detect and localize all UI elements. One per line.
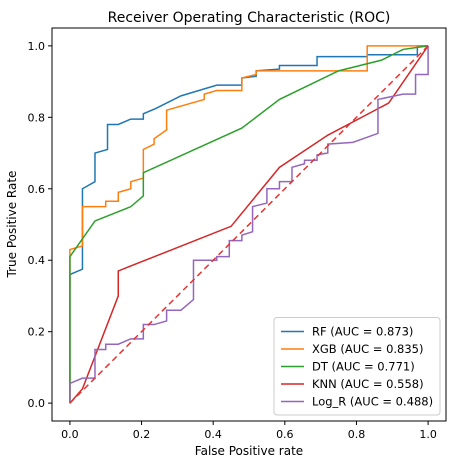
chart-title: Receiver Operating Characteristic (ROC) [108,10,391,26]
y-axis: 0.0 0.2 0.4 0.6 0.8 1.0 [28,40,52,410]
y-tick-label: 0.6 [28,183,46,196]
x-tick-label: 0.2 [133,428,151,441]
y-tick-label: 0.2 [28,326,46,339]
x-tick-label: 0.8 [348,428,366,441]
x-axis-label: False Positive rate [195,444,303,458]
y-tick-label: 0.4 [28,254,46,267]
legend-label: Log_R (AUC = 0.488) [312,395,433,409]
reference-diagonal-line [69,45,429,404]
legend-label: XGB (AUC = 0.835) [312,342,424,356]
series-line-0 [69,45,429,404]
x-tick-label: 0.4 [204,428,222,441]
y-axis-label: True Positive Rate [5,171,19,279]
x-tick-label: 1.0 [419,428,437,441]
axes-frame [51,27,447,422]
x-tick-label: 0.6 [276,428,294,441]
y-tick-label: 1.0 [28,40,46,53]
x-axis: 0.0 0.2 0.4 0.6 0.8 1.0 [61,421,437,441]
y-tick-label: 0.0 [28,397,46,410]
series-line-2 [69,45,429,404]
x-tick-label: 0.0 [61,428,79,441]
legend-box [273,317,441,416]
legend-label: KNN (AUC = 0.558) [312,377,424,391]
y-tick-label: 0.8 [28,111,46,124]
legend-label: RF (AUC = 0.873) [312,325,413,339]
plot-area [69,45,429,404]
legend: RF (AUC = 0.873) XGB (AUC = 0.835) DT (AUC… [273,317,441,416]
series-line-1 [69,45,429,404]
legend-label: DT (AUC = 0.771) [312,360,415,374]
series-line-4 [69,45,429,404]
